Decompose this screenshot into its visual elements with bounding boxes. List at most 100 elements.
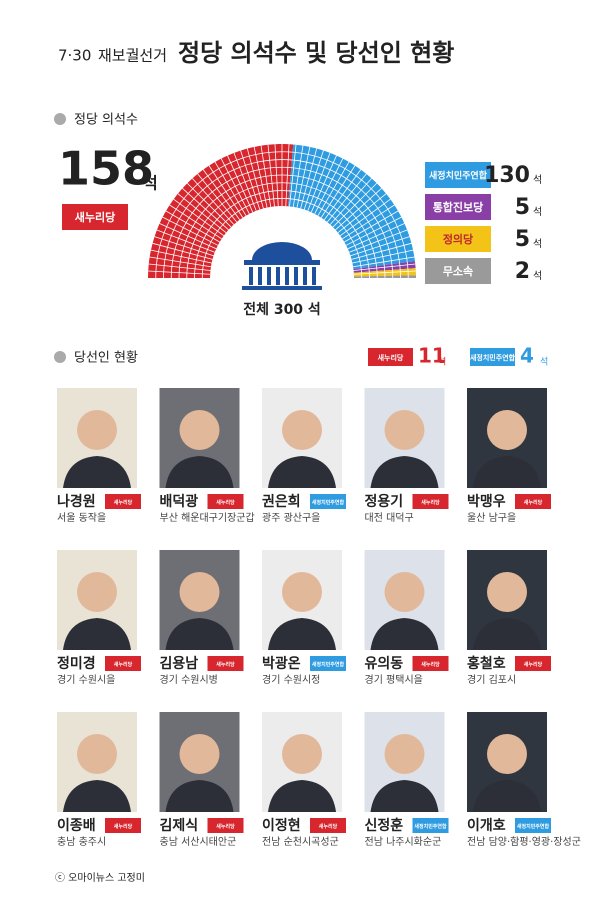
legend-box	[425, 162, 491, 188]
seat-grid	[169, 204, 222, 240]
photo-body	[63, 780, 131, 812]
party-badge	[368, 348, 413, 366]
column	[276, 267, 280, 285]
winner-name: 김용남	[160, 655, 199, 672]
party-badge	[515, 494, 551, 509]
winner-district: 경기 수원시병	[160, 673, 218, 686]
legend-box	[425, 226, 491, 252]
party-badge-label: 새누리당	[421, 661, 440, 668]
seat-grid	[303, 150, 324, 210]
seat-grid	[300, 148, 318, 209]
seat-count: 130	[484, 163, 530, 188]
photo-body	[370, 618, 439, 650]
legend-label: 통합진보당	[433, 200, 484, 214]
seat-grid	[307, 152, 331, 211]
legend-label: 무소속	[443, 265, 473, 278]
legend-label: 새정치민주연합	[429, 170, 488, 182]
seat-grid	[177, 193, 227, 233]
seat-grid	[352, 249, 414, 264]
legend-label: 정의당	[443, 232, 473, 246]
winner-name: 김제식	[160, 817, 199, 834]
winner-district: 경기 수원시을	[57, 673, 115, 686]
photo-head	[179, 572, 220, 612]
party-badge	[105, 494, 141, 509]
party-badge-label: 새정치민주연합	[312, 661, 345, 668]
seat-count: 5	[515, 195, 530, 220]
tally-count: 11	[418, 344, 446, 368]
party-badge	[62, 204, 128, 230]
winner-name: 박광온	[262, 655, 301, 672]
photo-head	[487, 572, 527, 612]
seat-grid	[274, 144, 279, 207]
seat-unit: 석	[533, 238, 542, 250]
photo-head	[179, 734, 220, 774]
seat-grid	[347, 223, 405, 250]
party-badge	[470, 348, 515, 366]
seat-grid	[327, 173, 367, 223]
winner-district: 광주 광산구을	[262, 512, 320, 524]
winner-district: 경기 수원시정	[262, 673, 320, 686]
seat-grid	[182, 188, 229, 231]
photo-head	[384, 410, 425, 450]
seat-unit: 석	[533, 270, 542, 282]
seat-grid	[152, 242, 213, 260]
seat-grid	[214, 161, 247, 216]
winner-name: 유의동	[365, 655, 404, 672]
seat-grid	[162, 216, 219, 246]
seat-grid	[353, 270, 416, 275]
tally-unit: 석	[540, 357, 548, 368]
tally-unit: 석	[438, 357, 446, 368]
winner-name: 이정현	[262, 817, 301, 834]
seat-grid	[353, 256, 415, 268]
photo-body	[268, 780, 336, 812]
seat-grid	[292, 145, 304, 207]
seat-unit: 석	[533, 206, 542, 218]
seat-count: 158	[58, 142, 154, 196]
winner-district: 경기 평택시을	[365, 673, 423, 686]
winner-name: 이종배	[57, 817, 96, 834]
seat-grid	[335, 188, 382, 231]
winner-name: 배덕광	[160, 493, 199, 510]
column	[303, 267, 307, 285]
section-title: 당선인 현황	[74, 351, 138, 366]
party-badge-label: 새누리당	[524, 661, 543, 668]
seat-count: 5	[515, 227, 530, 252]
seat-grid	[149, 256, 211, 268]
photo-body	[165, 780, 234, 812]
seat-grid	[154, 236, 214, 257]
dome	[252, 242, 312, 260]
photo-head	[77, 572, 117, 612]
title: 정당 의석수 및 당선인 현황	[178, 39, 454, 67]
section-title: 정당 의석수	[74, 113, 138, 128]
seat-grid	[148, 263, 211, 271]
photo-body	[473, 780, 541, 812]
winner-district: 부산 해운대구기장군갑	[160, 511, 255, 524]
photo-head	[77, 410, 117, 450]
seat-grid	[310, 155, 337, 213]
winner-name: 이개호	[467, 817, 506, 834]
seat-grid	[289, 144, 297, 207]
photo-body	[268, 456, 336, 488]
party-badge-label: 새누리당	[114, 661, 133, 668]
seat-grid	[317, 161, 350, 216]
footer: ⓒ 오마이뉴스 고정미	[55, 872, 145, 884]
photo-head	[179, 410, 220, 450]
winner-name: 정미경	[57, 655, 96, 672]
party-badge	[207, 494, 244, 509]
seat-grid	[267, 144, 275, 207]
legend-box	[425, 258, 491, 284]
seat-grid	[285, 144, 290, 207]
party-badge	[207, 656, 244, 671]
seat-grid	[150, 249, 212, 264]
roof	[244, 260, 320, 265]
party-badge	[310, 656, 346, 671]
photo-body	[370, 456, 439, 488]
